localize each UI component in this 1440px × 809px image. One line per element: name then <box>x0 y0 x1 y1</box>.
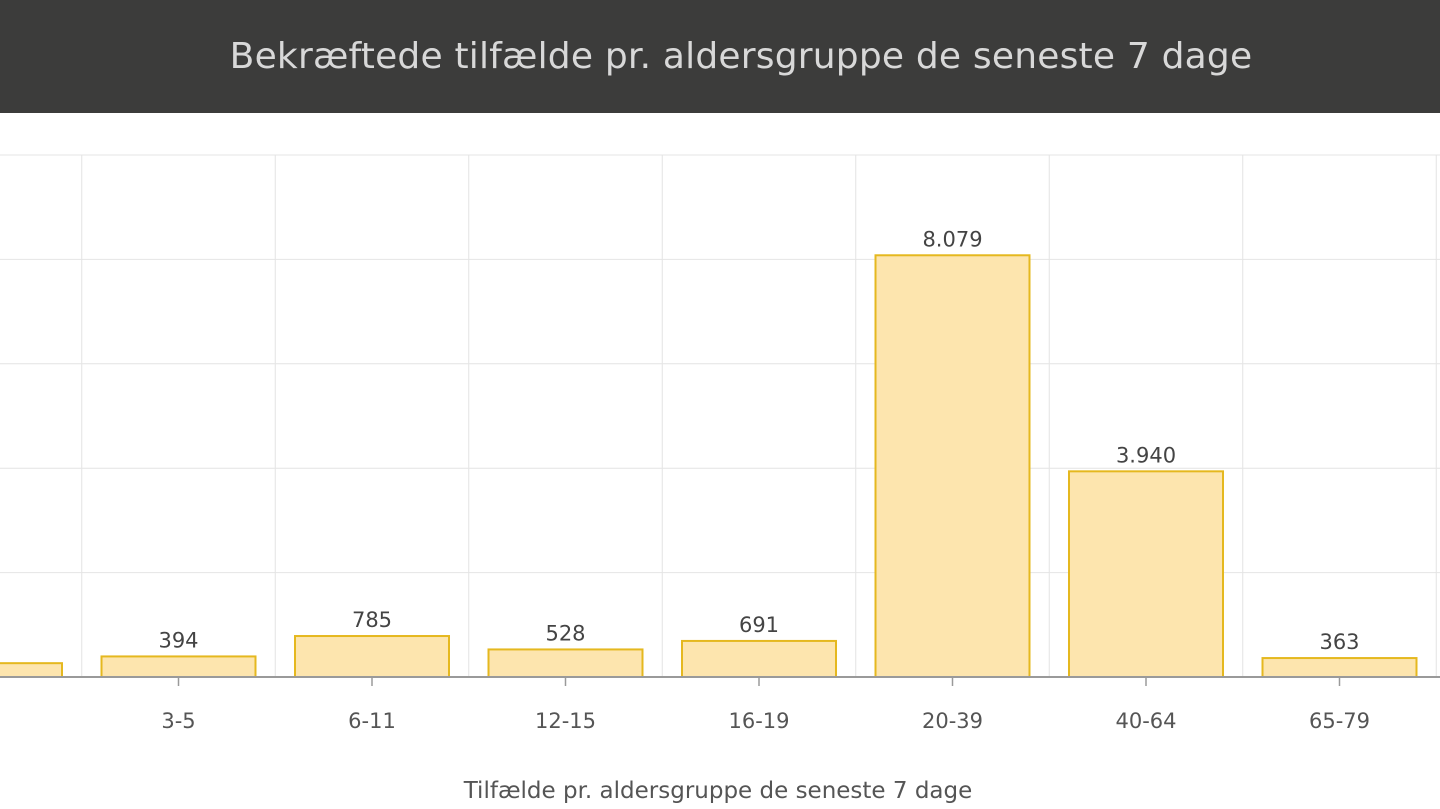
chart-title-bar: Bekræftede tilfælde pr. aldersgruppe de … <box>0 0 1440 113</box>
x-tick-label-40-64: 40-64 <box>1115 709 1176 733</box>
x-tick-label-20-39: 20-39 <box>922 709 983 733</box>
data-label-3-5: 394 <box>158 628 198 652</box>
data-label-12-15: 528 <box>545 621 585 645</box>
x-tick-label-3-5: 3-5 <box>161 709 195 733</box>
data-label-20-39: 8.079 <box>922 227 982 251</box>
bar-3-5 <box>100 655 257 679</box>
bar-6-11 <box>294 635 450 679</box>
x-tick-label-12-15: 12-15 <box>535 709 596 733</box>
bar-65-79 <box>1261 657 1418 678</box>
bar-0-2 <box>0 662 63 678</box>
data-label-40-64: 3.940 <box>1116 443 1176 467</box>
bar-12-15 <box>487 648 644 679</box>
bar-20-39 <box>874 254 1031 678</box>
chart-grid <box>0 154 1440 677</box>
bar-16-19 <box>681 639 837 679</box>
x-tick-label-16-19: 16-19 <box>728 709 789 733</box>
data-label-16-19: 691 <box>739 613 779 637</box>
x-axis-title: Tilfælde pr. aldersgruppe de seneste 7 d… <box>463 778 973 804</box>
chart-title: Bekræftede tilfælde pr. aldersgruppe de … <box>229 36 1253 77</box>
data-label-65-79: 363 <box>1319 630 1359 654</box>
chart-bars <box>0 254 1418 679</box>
x-tick-label-6-11: 6-11 <box>348 709 396 733</box>
data-label-6-11: 785 <box>352 608 392 632</box>
x-tick-label-65-79: 65-79 <box>1309 709 1370 733</box>
bar-40-64 <box>1068 470 1224 678</box>
